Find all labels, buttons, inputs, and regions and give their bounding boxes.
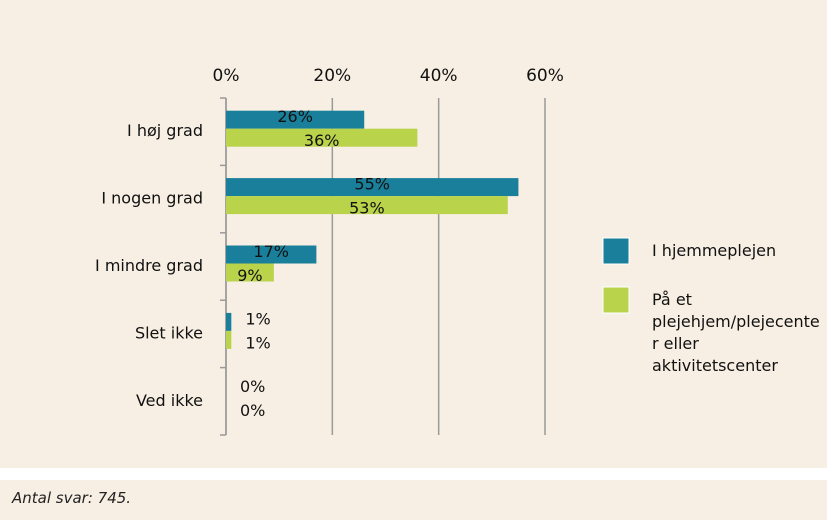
data-label: 55% [354, 175, 390, 194]
legend-label: På et plejehjem/plejecenter eller aktivi… [652, 290, 820, 375]
data-label: 1% [245, 333, 270, 352]
bar [226, 110, 365, 129]
legend-swatch [602, 286, 630, 314]
bar [226, 178, 519, 197]
data-label: 9% [237, 266, 262, 285]
bar [226, 245, 317, 264]
y-tick-label: Ved ikke [136, 391, 203, 410]
legend-swatch [602, 237, 630, 265]
x-tick-label: 20% [313, 66, 351, 86]
x-tick-label: 0% [213, 66, 240, 86]
data-label: 0% [240, 377, 265, 396]
bar [226, 128, 418, 147]
data-label: 36% [304, 131, 340, 150]
y-tick-label: I nogen grad [101, 189, 203, 208]
bar [226, 312, 232, 331]
data-label: 0% [240, 401, 265, 420]
data-label: 17% [253, 242, 289, 261]
bar [226, 196, 508, 215]
bar [226, 263, 274, 282]
data-label: 53% [349, 199, 385, 218]
y-tick-label: Slet ikke [135, 323, 203, 342]
y-tick-label: I mindre grad [95, 256, 203, 275]
footer-background [0, 480, 827, 520]
y-tick-label: I høj grad [127, 121, 203, 140]
x-tick-label: 40% [420, 66, 458, 86]
x-tick-label: 60% [526, 66, 564, 86]
chart-background [0, 0, 827, 468]
note: Antal svar: 745. [12, 489, 132, 507]
legend-label: I hjemmeplejen [652, 241, 777, 260]
bar [226, 330, 232, 349]
data-label: 1% [245, 309, 270, 328]
data-label: 26% [277, 107, 313, 126]
